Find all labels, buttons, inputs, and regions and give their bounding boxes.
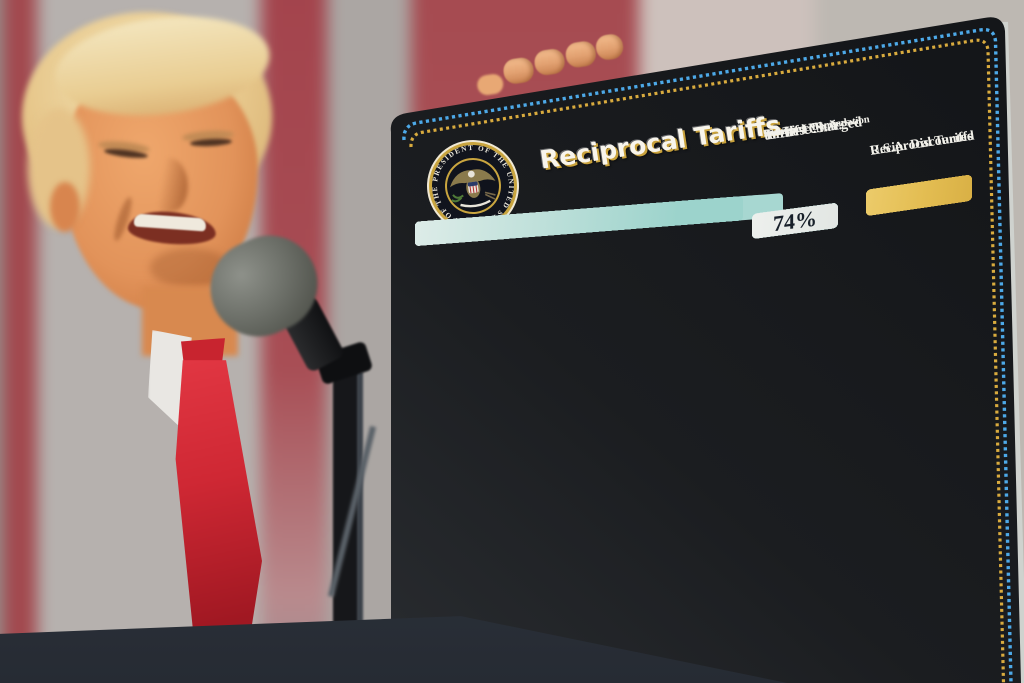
finger: [501, 56, 536, 86]
board-dotted-border-gold: [409, 38, 1006, 683]
arrows: [484, 191, 496, 200]
board-dotted-border-blue: [402, 27, 1013, 683]
finger: [594, 32, 625, 62]
eagle-head: [467, 170, 475, 178]
speaker-nose: [152, 158, 188, 212]
microphone-stand-highlight: [357, 372, 363, 683]
thumb: [475, 72, 505, 97]
finger: [564, 39, 598, 69]
olive-branch: [451, 194, 464, 203]
finger: [532, 47, 567, 77]
board-surface: [390, 17, 1021, 683]
speaker-ear: [50, 182, 80, 232]
scroll: [460, 199, 491, 208]
